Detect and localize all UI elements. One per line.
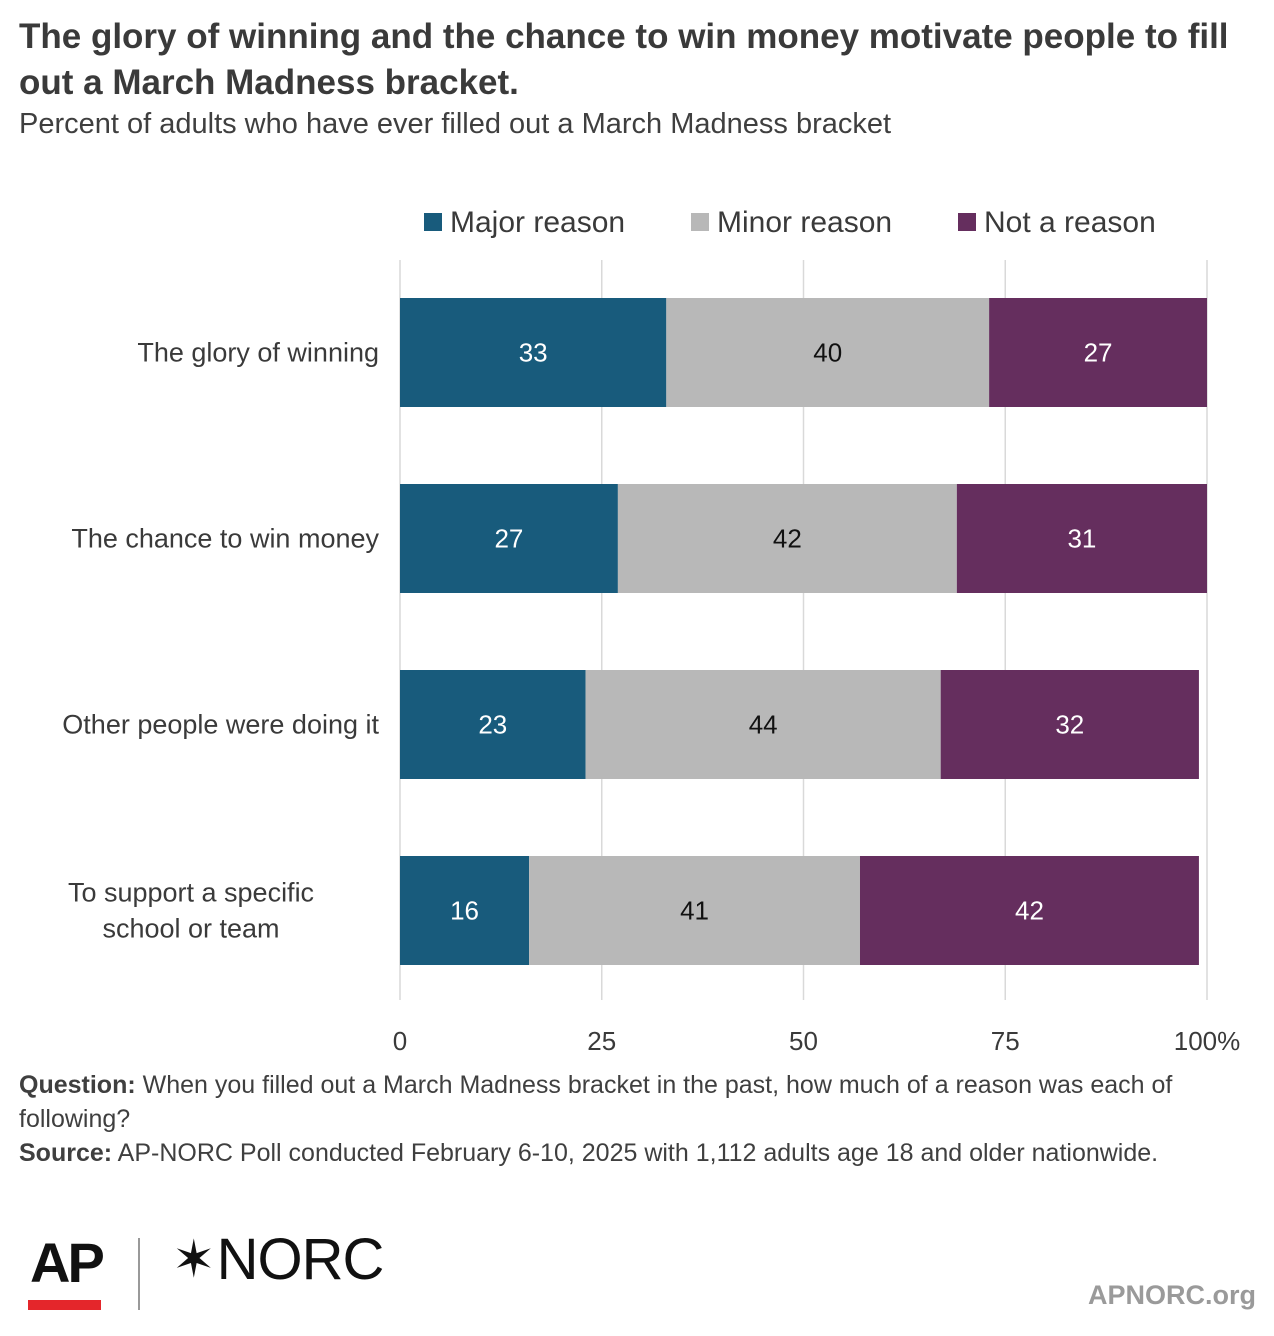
bar-segment bbox=[859, 856, 1199, 965]
source-text: AP-NORC Poll conducted February 6-10, 20… bbox=[117, 1139, 1159, 1167]
x-tick-label: 75 bbox=[991, 1026, 1020, 1056]
legend-label: Major reason bbox=[450, 206, 625, 239]
data-label: 32 bbox=[1055, 710, 1084, 740]
ap-logo-accent-bar bbox=[28, 1300, 101, 1310]
data-label: 44 bbox=[749, 710, 778, 740]
question-label: Question: bbox=[19, 1071, 136, 1099]
norc-logo: ✶ NORC bbox=[172, 1226, 385, 1293]
bar-segment bbox=[956, 484, 1207, 593]
data-label: 16 bbox=[450, 896, 479, 926]
source-note: Source: AP-NORC Poll conducted February … bbox=[19, 1136, 1244, 1170]
bar-segment bbox=[585, 670, 941, 779]
category-label: Other people were doing it bbox=[62, 710, 379, 740]
bar-segment bbox=[400, 298, 667, 407]
data-label: 41 bbox=[680, 896, 709, 926]
data-label: 31 bbox=[1067, 524, 1096, 554]
category-label: To support a specific school or team bbox=[68, 878, 314, 944]
x-tick-label: 0 bbox=[393, 1026, 407, 1056]
bar-segment bbox=[617, 484, 957, 593]
bar-segment bbox=[400, 484, 618, 593]
data-label: 42 bbox=[773, 524, 802, 554]
bar-segment bbox=[940, 670, 1199, 779]
chart-title: The glory of winning and the chance to w… bbox=[19, 17, 1229, 102]
bar-segment bbox=[529, 856, 860, 965]
x-tick-label: 25 bbox=[587, 1026, 616, 1056]
site-url: APNORC.org bbox=[1088, 1280, 1256, 1310]
question-text: When you filled out a March Madness brac… bbox=[19, 1071, 1173, 1133]
source-label: Source: bbox=[19, 1139, 113, 1167]
category-label: The glory of winning bbox=[137, 338, 379, 368]
legend-label: Not a reason bbox=[984, 206, 1156, 239]
norc-logo-text: NORC bbox=[216, 1227, 385, 1292]
bar-segment bbox=[666, 298, 990, 407]
bar-segment bbox=[400, 670, 586, 779]
bar-segment bbox=[400, 856, 530, 965]
x-tick-label: 50 bbox=[789, 1026, 818, 1056]
data-label: 27 bbox=[1084, 338, 1113, 368]
norc-star-icon: ✶ bbox=[172, 1230, 216, 1289]
data-label: 23 bbox=[478, 710, 507, 740]
stacked-bar-chart: 0 25 50 75 100% Major reason Minor reason Not a… bbox=[62, 206, 1241, 1056]
legend-label: Minor reason bbox=[717, 206, 892, 239]
x-tick-label: 100% bbox=[1174, 1026, 1241, 1056]
question-note: Question: When you filled out a March Ma… bbox=[19, 1068, 1244, 1136]
data-label: 42 bbox=[1015, 896, 1044, 926]
legend-swatch bbox=[691, 213, 709, 231]
ap-logo: AP bbox=[30, 1231, 105, 1294]
legend-swatch bbox=[958, 213, 976, 231]
data-label: 27 bbox=[494, 524, 523, 554]
chart-subtitle: Percent of adults who have ever filled o… bbox=[19, 108, 892, 140]
legend-swatch bbox=[424, 213, 442, 231]
category-label: The chance to win money bbox=[71, 524, 379, 554]
bar-segment bbox=[989, 298, 1207, 407]
logo-divider bbox=[138, 1238, 140, 1310]
data-label: 33 bbox=[519, 338, 548, 368]
data-label: 40 bbox=[813, 338, 842, 368]
